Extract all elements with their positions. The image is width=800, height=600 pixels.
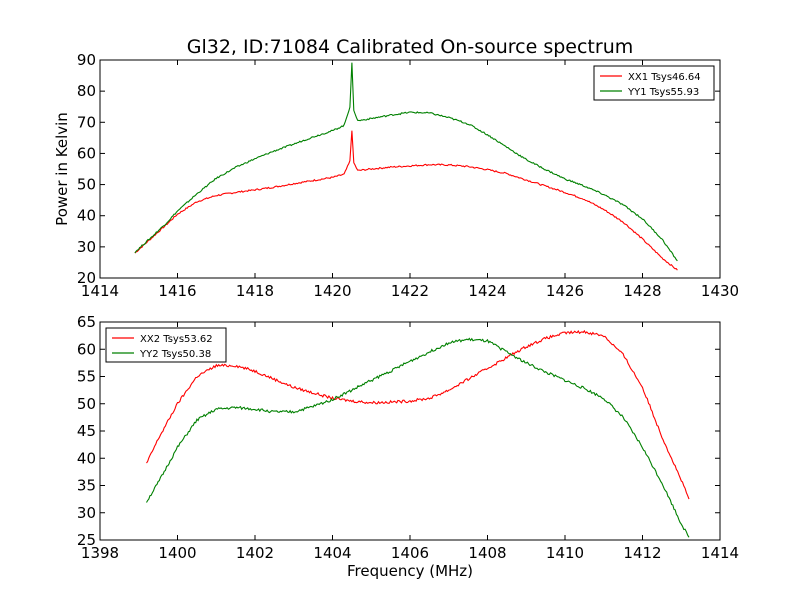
series-line [146,329,690,500]
x-tick-label: 1404 [313,544,351,562]
legend: XX2 Tsys53.62 YY2 Tsys50.38 [105,327,227,363]
x-tick-label: 1414 [81,282,119,300]
x-tick-label: 1402 [236,544,274,562]
y-tick-label: 30 [77,504,96,522]
x-tick-label: 1426 [546,282,584,300]
bottom-chart: 1398 1400 1402 1404 1406 1408 1410 1412 1414 25 30… [77,313,739,580]
series-line [146,337,690,538]
y-tick-label: 60 [77,340,96,358]
x-tick-label: 1408 [468,544,506,562]
x-axis-label: Frequency (MHz) [347,562,473,580]
legend-label: YY2 Tsys50.38 [139,349,211,360]
y-tick-label: 45 [77,422,96,440]
series-line [134,62,678,262]
chart-title: Gl32, ID:71084 Calibrated On-source spec… [187,36,634,58]
legend-label: YY1 Tsys55.93 [627,87,699,98]
y-tick-label: 30 [77,238,96,256]
y-tick-label: 60 [77,144,96,162]
x-tick-label: 1398 [81,544,119,562]
x-tick-label: 1430 [701,282,739,300]
series-line [134,130,678,271]
top-chart: 1414 1416 1418 1420 1422 1424 1426 1428 1430 20 30… [53,51,739,300]
y-axis-label: Power in Kelvin [53,112,71,226]
y-tick-label: 50 [77,176,96,194]
legend: XX1 Tsys46.64 YY1 Tsys55.93 [593,65,715,101]
x-tick-label: 1420 [313,282,351,300]
y-tick-label: 80 [77,82,96,100]
x-tick-label: 1428 [623,282,661,300]
x-tick-label: 1400 [158,544,196,562]
x-tick-label: 1412 [623,544,661,562]
x-tick-label: 1422 [391,282,429,300]
x-tick-label: 1424 [468,282,506,300]
y-tick-label: 25 [77,531,96,549]
legend-label: XX2 Tsys53.62 [140,334,213,345]
x-tick-label: 1410 [546,544,584,562]
y-tick-label: 90 [77,51,96,69]
y-tick-label: 40 [77,449,96,467]
x-tick-label: 1418 [236,282,274,300]
y-tick-label: 50 [77,395,96,413]
x-tick-label: 1414 [701,544,739,562]
y-tick-label: 65 [77,313,96,331]
legend-box [593,65,715,101]
legend-label: XX1 Tsys46.64 [628,72,701,83]
legend-box [105,327,227,363]
y-tick-label: 55 [77,368,96,386]
y-tick-label: 20 [77,269,96,287]
y-tick-label: 40 [77,207,96,225]
x-tick-label: 1416 [158,282,196,300]
y-tick-label: 35 [77,477,96,495]
y-tick-label: 70 [77,113,96,131]
x-tick-label: 1406 [391,544,429,562]
